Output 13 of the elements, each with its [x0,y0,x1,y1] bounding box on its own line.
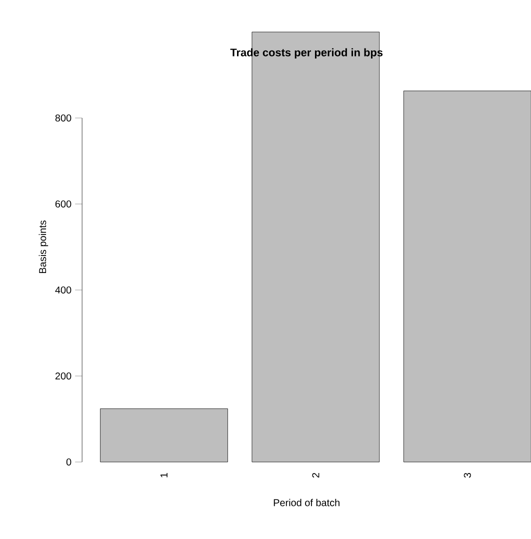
text: Trade costs per period in bps [230,48,383,58]
bar [100,408,228,462]
y-tick-label: 0 [66,458,72,466]
x-tick-label: 2 [312,473,320,478]
x-tick-label: 3 [464,472,471,478]
x-tick-label: 1 [160,472,168,478]
y-axis-title: Basis points [38,220,48,274]
x-axis-title: Period of batch [274,498,340,506]
y-tick-label: 200 [55,372,72,380]
y-tick-label: 800 [55,114,72,122]
y-tick-label: 400 [55,286,72,294]
bar [403,90,531,462]
y-tick-label: 600 [55,200,72,208]
